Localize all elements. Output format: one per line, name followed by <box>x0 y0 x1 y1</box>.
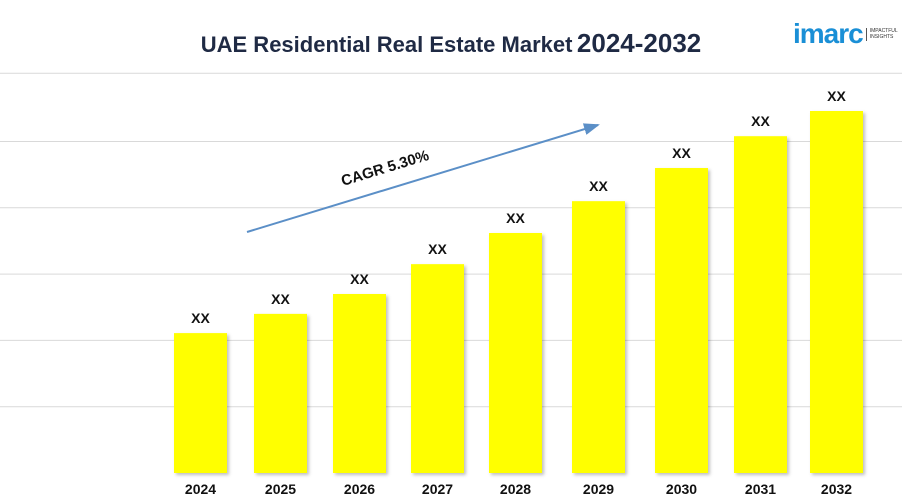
x-tick-label: 2024 <box>185 481 216 497</box>
data-label: XX <box>271 291 290 307</box>
logo-word: imarc <box>793 18 864 49</box>
data-label: XX <box>350 271 369 287</box>
x-tick-label: 2025 <box>265 481 296 497</box>
cagr-arrow <box>246 123 600 233</box>
x-tick-label: 2027 <box>422 481 453 497</box>
bar-2032 <box>810 111 863 473</box>
bars: XX 2024 XX 2025 XX 2026 XX 2027 XX 2028 XX 2029 XX 20… <box>174 88 863 497</box>
bar-2025 <box>254 313 307 473</box>
bar-2030 <box>655 168 708 473</box>
bar-2029 <box>572 201 625 474</box>
title-years: 2024-2032 <box>576 28 702 58</box>
data-label: XX <box>751 113 770 129</box>
bar-2026 <box>333 293 386 473</box>
title-text: UAE Residential Real Estate Market <box>200 32 573 57</box>
logo-tagline-1: IMPACTFUL <box>869 27 898 34</box>
x-tick-label: 2026 <box>344 481 375 497</box>
x-tick-label: 2031 <box>745 481 776 497</box>
logo-tagline-2: INSIGHTS <box>869 34 894 40</box>
bar-2031 <box>734 136 787 474</box>
x-tick-label: 2032 <box>821 481 852 497</box>
chart-title: UAE Residential Real Estate Market 2024-… <box>0 28 902 59</box>
x-tick-label: 2028 <box>500 481 531 497</box>
cagr-label: CAGR 5.30% <box>339 147 431 190</box>
bar-2024 <box>174 333 227 473</box>
bar-2027 <box>411 264 464 473</box>
bar-2028 <box>489 232 542 473</box>
data-label: XX <box>428 241 447 257</box>
logo-tagline: IMPACTFUL INSIGHTS <box>865 27 898 41</box>
x-tick-label: 2030 <box>666 481 697 497</box>
data-label: XX <box>191 310 210 326</box>
data-label: XX <box>589 178 608 194</box>
data-label: XX <box>672 145 691 161</box>
data-label: XX <box>827 88 846 104</box>
imarc-logo: imarc IMPACTFUL INSIGHTS <box>793 20 898 48</box>
data-label: XX <box>506 210 525 226</box>
x-tick-label: 2029 <box>583 481 614 497</box>
